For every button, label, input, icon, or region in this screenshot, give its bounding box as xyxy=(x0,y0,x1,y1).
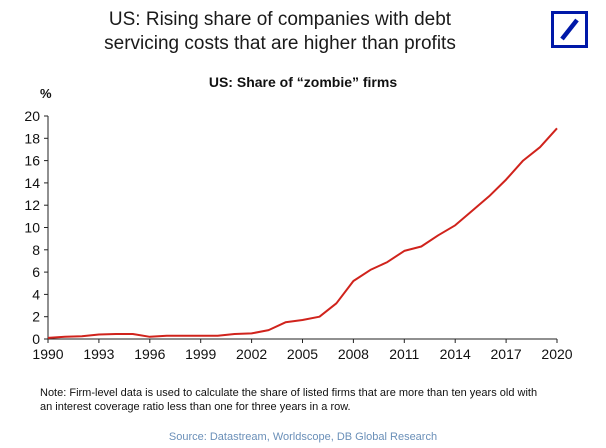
x-tick-label: 2002 xyxy=(236,346,267,362)
note-line-1: Note: Firm-level data is used to calcula… xyxy=(40,387,538,399)
heading-line-1: US: Rising share of companies with debt xyxy=(108,9,452,30)
chart-series xyxy=(47,127,558,339)
deutsche-bank-logo xyxy=(551,11,588,48)
x-tick-label: 2011 xyxy=(389,346,419,362)
x-tick-label: 2008 xyxy=(338,346,369,362)
logo-slash xyxy=(560,18,579,41)
x-tick-label: 1990 xyxy=(32,346,63,362)
x-tick-label: 2014 xyxy=(440,346,471,362)
x-tick-label: 2017 xyxy=(491,346,522,362)
logo-border xyxy=(551,11,588,48)
y-tick-label: 14 xyxy=(24,175,40,191)
series-line-0 xyxy=(47,127,558,339)
y-tick-label: 4 xyxy=(32,286,40,302)
chart-axes xyxy=(47,116,557,340)
y-tick-label: 18 xyxy=(24,130,40,146)
y-tick-label: 16 xyxy=(24,153,40,169)
y-tick-label: 10 xyxy=(24,220,40,236)
y-tick-label: 6 xyxy=(32,264,40,280)
y-tick-label: 0 xyxy=(32,331,40,347)
note-line-2: an interest coverage ratio less than one… xyxy=(40,401,351,413)
chart-note: Note: Firm-level data is used to calcula… xyxy=(40,386,600,414)
x-tick-label: 1996 xyxy=(134,346,165,362)
y-axis-unit-label: % xyxy=(40,86,52,101)
heading-line-2: servicing costs that are higher than pro… xyxy=(104,33,456,54)
y-tick-label: 20 xyxy=(24,108,40,124)
chart-title: US: Share of “zombie” firms xyxy=(208,74,398,90)
y-tick-label: 12 xyxy=(24,197,40,213)
x-tick-label: 2005 xyxy=(287,346,318,362)
y-tick-label: 8 xyxy=(32,242,40,258)
x-tick-label: 2020 xyxy=(541,346,572,362)
y-tick-label: 2 xyxy=(32,309,40,325)
x-tick-label: 1999 xyxy=(185,346,216,362)
x-tick-label: 1993 xyxy=(83,346,114,362)
chart-source: Source: Datastream, Worldscope, DB Globa… xyxy=(168,431,438,443)
chart-ticks: 0 2 4 6 8 10 12 14 16 18 20 1990 1993 1996 1999 2002 200… xyxy=(24,108,572,362)
chart-heading: US: Rising share of companies with debt … xyxy=(0,8,560,56)
